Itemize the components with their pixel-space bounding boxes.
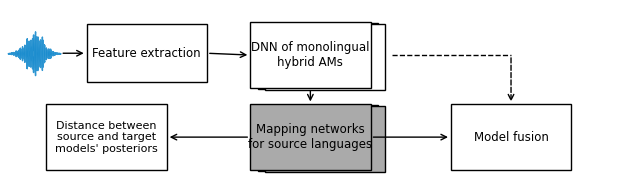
Bar bbox=[86, 24, 207, 82]
Text: Distance between
source and target
models' posteriors: Distance between source and target model… bbox=[55, 120, 158, 154]
Text: Feature extraction: Feature extraction bbox=[93, 47, 201, 60]
Bar bbox=[47, 104, 167, 170]
Text: DNN of monolingual
hybrid AMs: DNN of monolingual hybrid AMs bbox=[251, 41, 370, 69]
Text: Mapping networks
for source languages: Mapping networks for source languages bbox=[248, 123, 372, 151]
Bar bbox=[250, 104, 370, 170]
Bar bbox=[265, 24, 386, 90]
Bar bbox=[258, 105, 378, 171]
Bar bbox=[250, 22, 370, 88]
Text: Model fusion: Model fusion bbox=[474, 131, 549, 144]
Bar bbox=[451, 104, 571, 170]
Bar bbox=[258, 23, 378, 89]
Bar bbox=[265, 107, 386, 172]
